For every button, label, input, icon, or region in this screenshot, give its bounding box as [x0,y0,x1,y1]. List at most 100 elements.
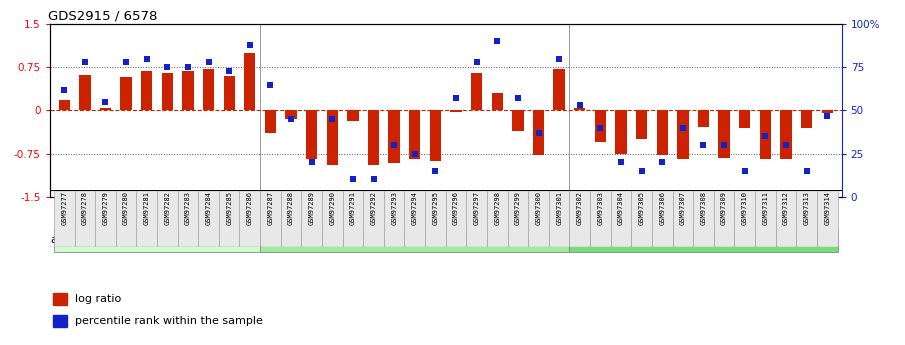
Text: GSM97291: GSM97291 [350,191,356,225]
Bar [59,100,70,110]
Bar [801,110,813,128]
Bar [574,108,586,110]
FancyBboxPatch shape [425,190,446,247]
Text: GSM97282: GSM97282 [165,191,170,225]
FancyBboxPatch shape [198,190,219,247]
Text: GSM97299: GSM97299 [515,191,521,225]
FancyBboxPatch shape [714,190,735,247]
FancyBboxPatch shape [116,190,137,247]
Text: GSM97307: GSM97307 [680,191,686,225]
Text: GSM97309: GSM97309 [721,191,727,225]
Text: GSM97297: GSM97297 [473,191,480,225]
Bar [780,110,792,159]
Text: log ratio: log ratio [75,294,121,304]
Bar [656,110,668,155]
Text: GSM97301: GSM97301 [557,191,562,225]
Text: age: age [50,235,71,245]
Bar [306,110,318,159]
FancyBboxPatch shape [240,190,260,247]
FancyBboxPatch shape [776,190,796,247]
FancyBboxPatch shape [281,190,301,247]
Bar [367,110,379,165]
FancyBboxPatch shape [54,229,260,252]
Bar [822,110,833,113]
Text: GSM97283: GSM97283 [185,191,191,225]
Bar [162,73,173,110]
Text: GDS2915 / 6578: GDS2915 / 6578 [48,10,157,23]
FancyBboxPatch shape [548,190,569,247]
Text: GSM97290: GSM97290 [329,191,335,225]
Text: GSM97305: GSM97305 [639,191,644,225]
Bar [759,110,771,159]
FancyBboxPatch shape [322,190,343,247]
Bar [265,110,276,134]
Text: GSM97295: GSM97295 [433,191,438,225]
FancyBboxPatch shape [569,190,590,247]
Text: 32 wk: 32 wk [139,234,175,247]
Bar [512,110,524,131]
Bar [471,73,482,110]
FancyBboxPatch shape [466,190,487,247]
Bar [100,108,111,110]
FancyBboxPatch shape [529,190,548,247]
FancyBboxPatch shape [590,190,611,247]
FancyBboxPatch shape [363,190,384,247]
FancyBboxPatch shape [137,190,157,247]
Bar [677,110,689,159]
Bar [739,110,750,128]
Bar [224,76,235,110]
Bar [285,110,297,119]
Text: GSM97286: GSM97286 [247,191,252,225]
Text: GSM97312: GSM97312 [783,191,789,225]
Text: GSM97311: GSM97311 [762,191,768,225]
Bar [388,110,400,163]
FancyBboxPatch shape [384,190,405,247]
Bar [52,293,67,305]
FancyBboxPatch shape [54,190,74,247]
Text: GSM97284: GSM97284 [205,191,212,225]
FancyBboxPatch shape [343,190,363,247]
FancyBboxPatch shape [177,190,198,247]
Bar [636,110,647,139]
Text: GSM97313: GSM97313 [804,191,810,225]
Text: GSM97294: GSM97294 [412,191,418,225]
Text: GSM97289: GSM97289 [309,191,315,225]
Bar [141,71,152,110]
FancyBboxPatch shape [301,190,322,247]
Bar [533,110,544,155]
FancyBboxPatch shape [611,190,632,247]
Text: GSM97304: GSM97304 [618,191,624,225]
Text: GSM97298: GSM97298 [494,191,500,225]
Bar [554,69,565,110]
Text: GSM97302: GSM97302 [576,191,583,225]
FancyBboxPatch shape [569,229,837,252]
FancyBboxPatch shape [693,190,714,247]
Text: GSM97303: GSM97303 [597,191,604,225]
FancyBboxPatch shape [796,190,817,247]
Text: GSM97308: GSM97308 [700,191,707,225]
FancyBboxPatch shape [74,190,95,247]
Bar [409,110,421,159]
FancyBboxPatch shape [157,190,177,247]
Bar [327,110,338,165]
Text: GSM97288: GSM97288 [288,191,294,225]
Text: GSM97310: GSM97310 [742,191,748,225]
Bar [595,110,606,142]
FancyBboxPatch shape [817,190,837,247]
FancyBboxPatch shape [735,190,755,247]
FancyBboxPatch shape [508,190,529,247]
FancyBboxPatch shape [672,190,693,247]
FancyBboxPatch shape [405,190,425,247]
FancyBboxPatch shape [95,190,116,247]
Text: GSM97285: GSM97285 [226,191,233,225]
Text: 58 wk: 58 wk [397,234,433,247]
Bar [348,110,358,121]
Bar [203,69,214,110]
Text: GSM97292: GSM97292 [370,191,376,225]
FancyBboxPatch shape [487,190,508,247]
Bar [52,315,67,327]
Text: GSM97296: GSM97296 [453,191,459,225]
FancyBboxPatch shape [219,190,240,247]
Text: percentile rank within the sample: percentile rank within the sample [75,316,263,326]
Text: GSM97278: GSM97278 [81,191,88,225]
